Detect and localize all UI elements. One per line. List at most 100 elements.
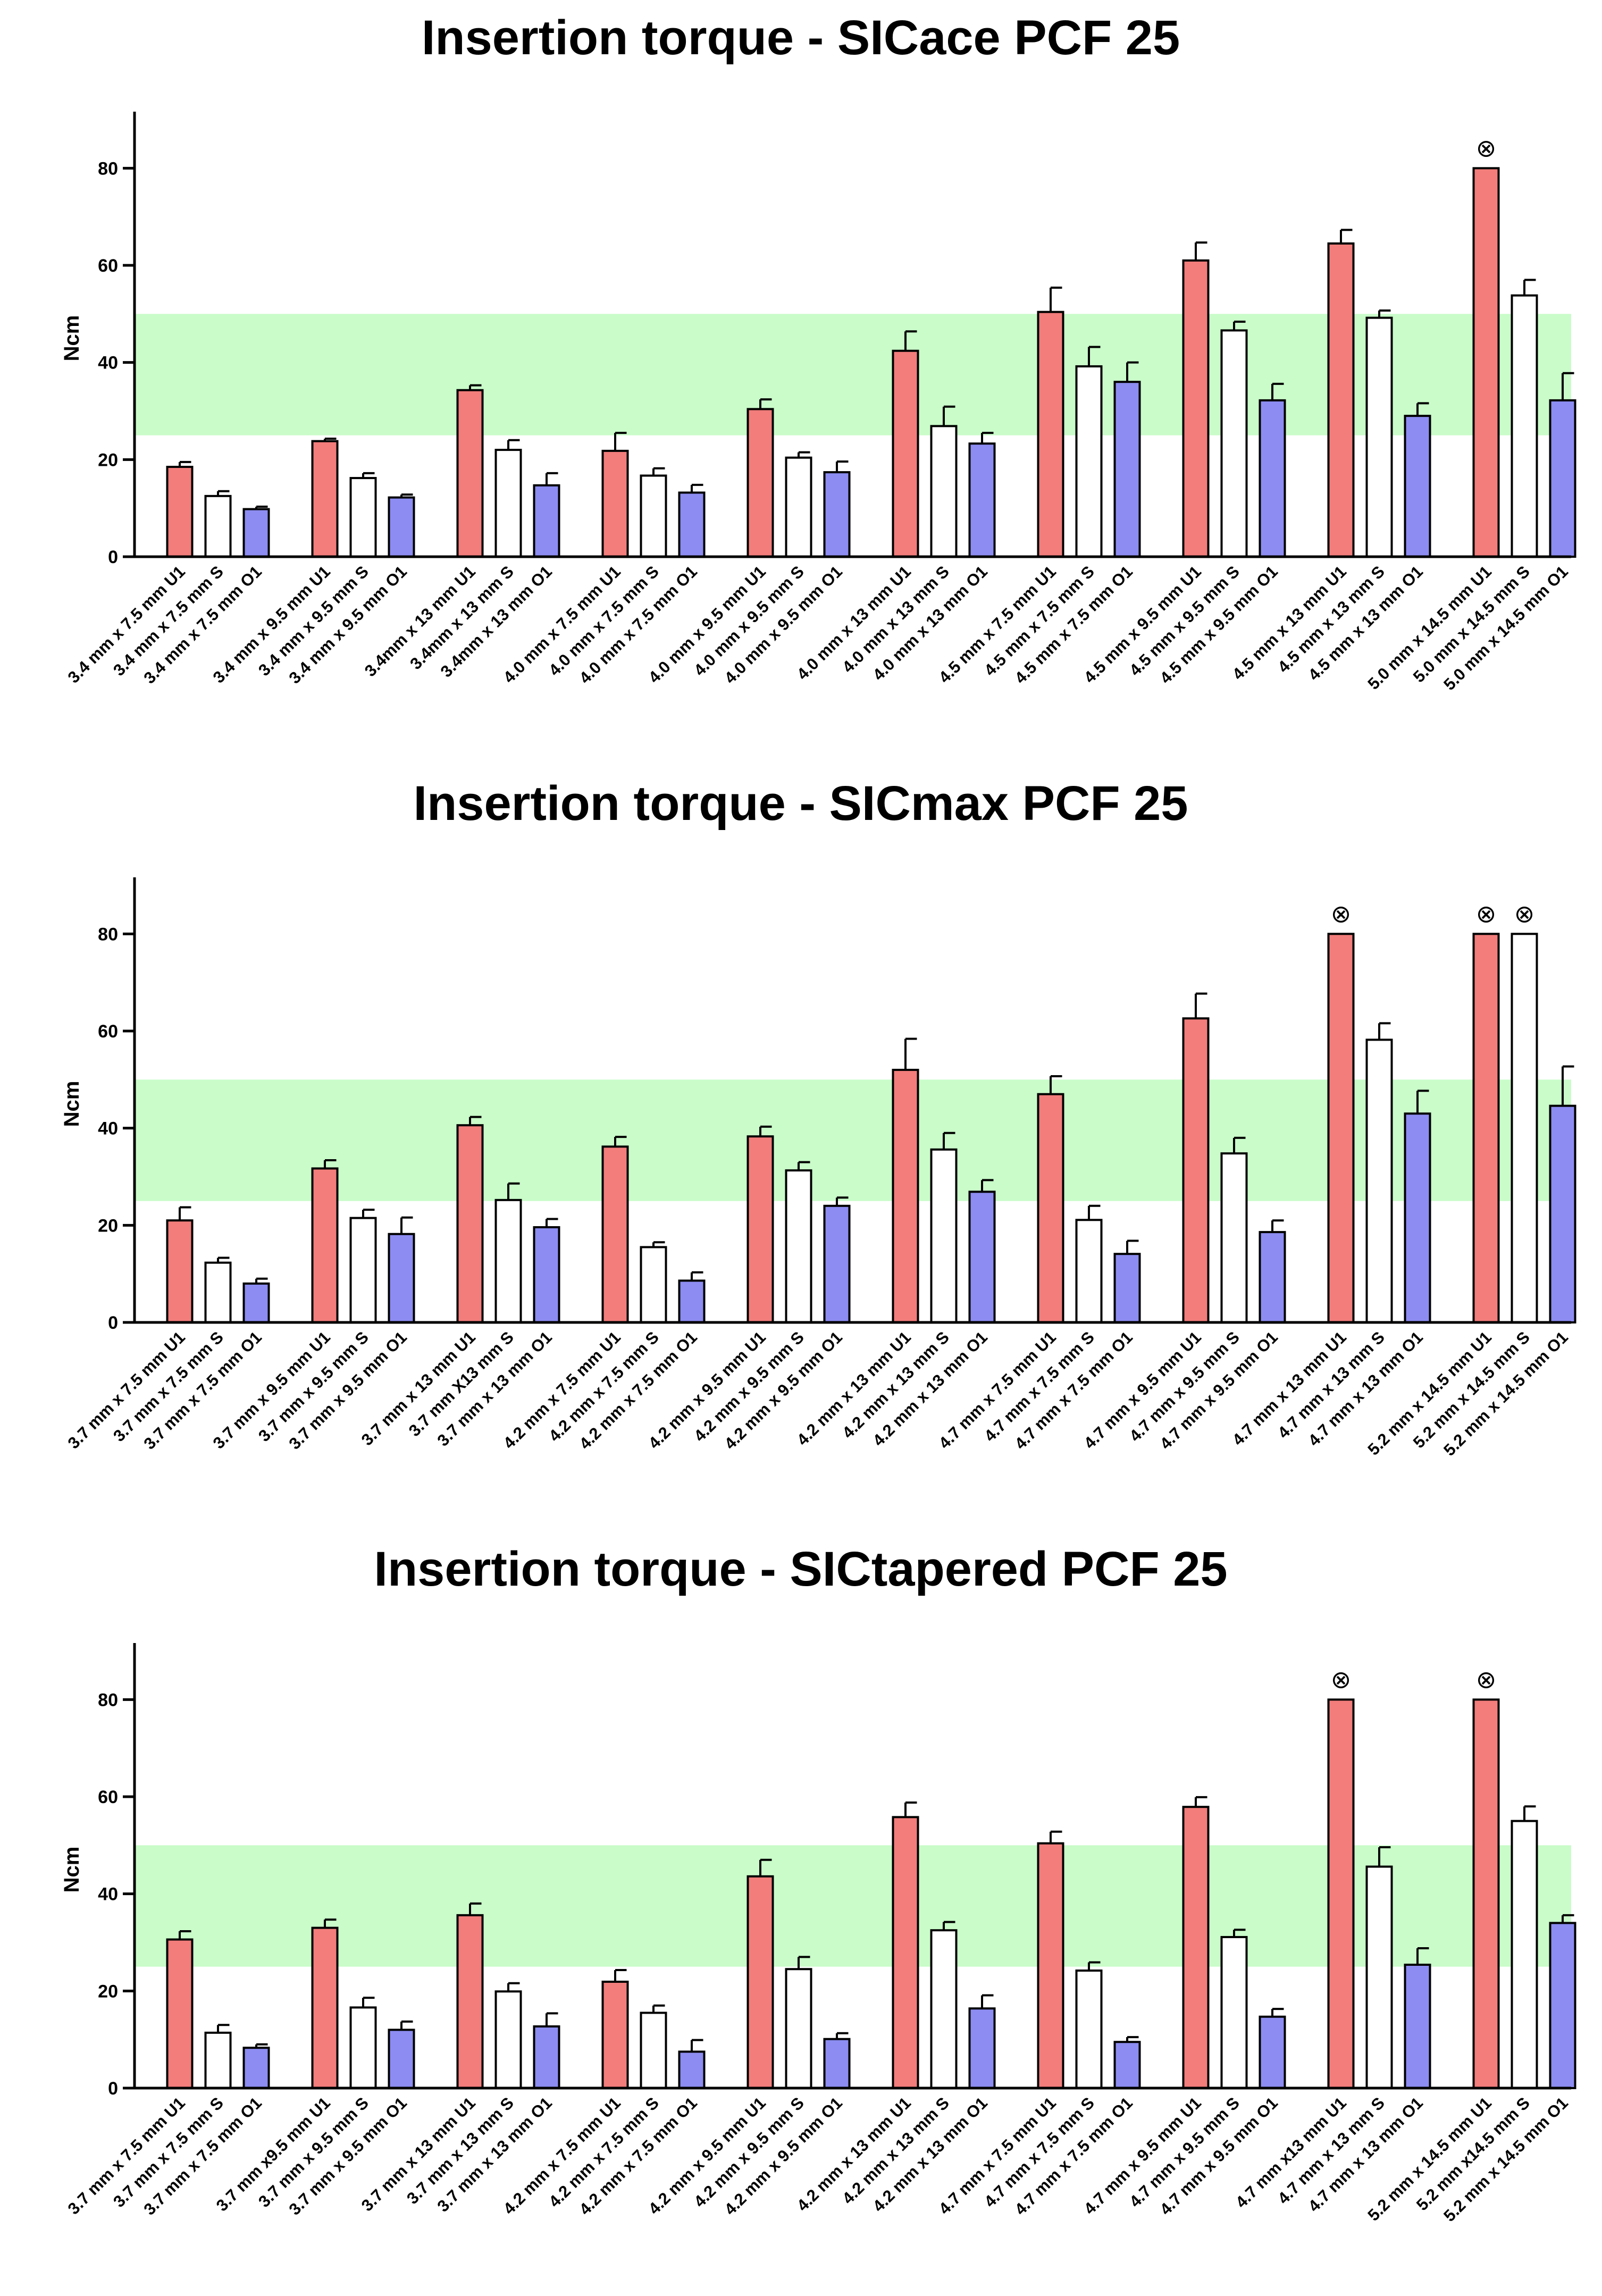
bar-s bbox=[1220, 1935, 1248, 2090]
bar-u1 bbox=[892, 1816, 919, 2090]
y-tick-label: 0 bbox=[108, 547, 118, 567]
bar-s bbox=[640, 1246, 667, 1324]
bar-s bbox=[640, 2012, 667, 2090]
bar-u1 bbox=[1327, 1698, 1355, 2089]
bar-u1 bbox=[1182, 1806, 1210, 2089]
y-tick-label: 20 bbox=[98, 1216, 118, 1236]
y-tick-label: 40 bbox=[98, 353, 118, 373]
bar-u1 bbox=[456, 1914, 484, 2089]
bar-s bbox=[349, 1217, 377, 1323]
bar-s bbox=[1075, 365, 1103, 558]
bar-o1 bbox=[1259, 1231, 1286, 1324]
max-torque-marker: ⊗ bbox=[1331, 899, 1352, 928]
bar-o1 bbox=[242, 1282, 270, 1324]
bar-u1 bbox=[456, 1124, 484, 1324]
reference-band bbox=[135, 1845, 1571, 1967]
bar-s bbox=[1365, 316, 1393, 558]
bar-o1 bbox=[388, 496, 415, 558]
bar-s bbox=[1511, 1820, 1538, 2090]
chart-panel-1: Insertion torque - SICace PCF 25 Ncm 0 20 40… bbox=[60, 11, 1576, 694]
bar-o1 bbox=[1549, 1104, 1576, 1323]
bar-s bbox=[1075, 1219, 1103, 1323]
bar-u1 bbox=[311, 1167, 339, 1324]
bar-o1 bbox=[388, 2029, 415, 2089]
bar-o1 bbox=[678, 2050, 706, 2089]
bar-o1 bbox=[1549, 399, 1576, 558]
bar-u1 bbox=[601, 449, 629, 558]
bar-o1 bbox=[533, 1226, 560, 1323]
bar-o1 bbox=[242, 508, 270, 558]
bar-o1 bbox=[823, 2038, 851, 2090]
bar-u1 bbox=[311, 440, 339, 558]
bar-o1 bbox=[823, 471, 851, 558]
bar-o1 bbox=[968, 2007, 996, 2090]
y-axis-label: Ncm bbox=[60, 1847, 83, 1893]
bar-u1 bbox=[1327, 242, 1355, 558]
bar-o1 bbox=[1113, 1253, 1141, 1323]
y-axis-label: Ncm bbox=[60, 315, 83, 362]
bar-o1 bbox=[968, 1191, 996, 1323]
bar-u1 bbox=[601, 1980, 629, 2089]
chart-title: Insertion torque - SICtapered PCF 25 bbox=[374, 1542, 1227, 1596]
bar-s bbox=[930, 1929, 958, 2090]
bar-u1 bbox=[747, 1135, 774, 1324]
y-tick-label: 20 bbox=[98, 450, 118, 470]
y-axis-label: Ncm bbox=[60, 1081, 83, 1127]
bar-u1 bbox=[1037, 311, 1064, 558]
bar-s bbox=[204, 495, 232, 558]
bar-o1 bbox=[678, 1279, 706, 1324]
bar-s bbox=[204, 2031, 232, 2089]
bar-s bbox=[785, 456, 812, 558]
bar-o1 bbox=[1113, 2041, 1141, 2090]
y-tick-label: 0 bbox=[108, 1313, 118, 1333]
y-tick-label: 80 bbox=[98, 158, 118, 179]
bar-s bbox=[1075, 1969, 1103, 2090]
bar-u1 bbox=[1472, 167, 1500, 558]
bar-u1 bbox=[1037, 1842, 1064, 2089]
y-tick-label: 60 bbox=[98, 256, 118, 276]
bar-u1 bbox=[1327, 933, 1355, 1324]
bar-o1 bbox=[823, 1204, 851, 1324]
bar-u1 bbox=[747, 408, 774, 558]
bar-u1 bbox=[166, 1938, 194, 2090]
max-torque-marker: ⊗ bbox=[1476, 1665, 1497, 1694]
bar-u1 bbox=[1472, 933, 1500, 1324]
bar-o1 bbox=[678, 491, 706, 558]
chart-title: Insertion torque - SICace PCF 25 bbox=[422, 11, 1180, 65]
bar-u1 bbox=[1182, 259, 1210, 558]
bar-u1 bbox=[601, 1145, 629, 1323]
bar-u1 bbox=[747, 1875, 774, 2089]
bar-o1 bbox=[1113, 381, 1141, 558]
bar-s bbox=[640, 474, 667, 558]
bar-u1 bbox=[311, 1926, 339, 2090]
y-tick-label: 60 bbox=[98, 1787, 118, 1807]
bar-o1 bbox=[533, 2025, 560, 2089]
bar-s bbox=[1365, 1038, 1393, 1323]
chart-panel-2: Insertion torque - SICmax PCF 25 Ncm 0 20 40… bbox=[60, 776, 1576, 1460]
bar-s bbox=[349, 477, 377, 558]
max-torque-marker: ⊗ bbox=[1331, 1665, 1352, 1694]
bar-o1 bbox=[1549, 1922, 1576, 2089]
y-tick-label: 80 bbox=[98, 924, 118, 944]
y-tick-label: 40 bbox=[98, 1119, 118, 1139]
bar-o1 bbox=[1259, 2015, 1286, 2089]
bar-u1 bbox=[166, 466, 194, 558]
bar-s bbox=[930, 425, 958, 558]
bar-u1 bbox=[166, 1219, 194, 1323]
bar-o1 bbox=[1404, 1112, 1431, 1323]
bar-o1 bbox=[1259, 399, 1286, 558]
bar-s bbox=[1220, 1152, 1248, 1323]
bar-s bbox=[930, 1148, 958, 1323]
bar-o1 bbox=[968, 442, 996, 558]
y-tick-label: 20 bbox=[98, 1981, 118, 2001]
bar-s bbox=[494, 449, 522, 558]
bar-s bbox=[204, 1261, 232, 1323]
bar-o1 bbox=[1404, 1964, 1431, 2090]
bar-u1 bbox=[1182, 1017, 1210, 1323]
bar-u1 bbox=[892, 349, 919, 558]
bar-u1 bbox=[892, 1069, 919, 1323]
bar-s bbox=[1220, 329, 1248, 558]
bar-s bbox=[785, 1968, 812, 2090]
bar-u1 bbox=[456, 389, 484, 558]
